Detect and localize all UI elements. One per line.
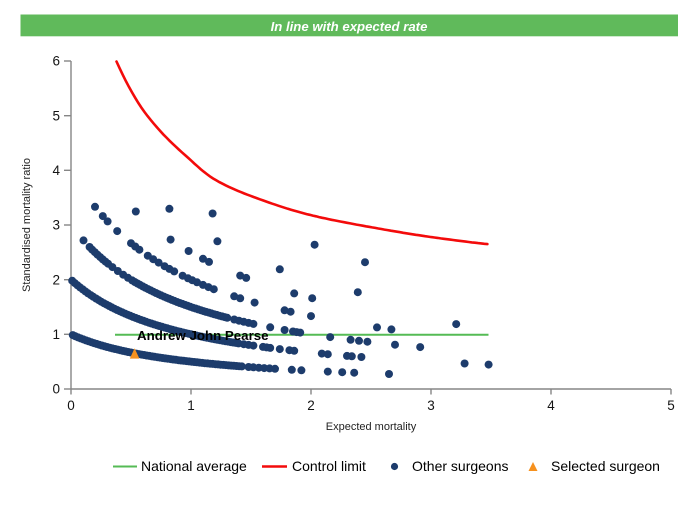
svg-text:4: 4 [547, 398, 555, 413]
svg-text:Andrew John Pearse: Andrew John Pearse [137, 328, 269, 343]
svg-text:Other surgeons: Other surgeons [412, 458, 509, 474]
svg-text:1: 1 [187, 398, 195, 413]
svg-text:Control limit: Control limit [292, 458, 366, 474]
svg-text:5: 5 [52, 108, 60, 123]
svg-text:3: 3 [427, 398, 435, 413]
svg-text:6: 6 [52, 54, 60, 69]
svg-text:5: 5 [667, 398, 675, 413]
svg-text:0: 0 [52, 382, 60, 397]
svg-text:In line with expected rate: In line with expected rate [271, 19, 428, 34]
svg-text:1: 1 [52, 327, 60, 342]
svg-text:Standardised mortality ratio: Standardised mortality ratio [21, 158, 33, 292]
svg-text:3: 3 [52, 218, 60, 233]
svg-text:0: 0 [67, 398, 75, 413]
svg-text:2: 2 [52, 272, 60, 287]
svg-text:Selected surgeon: Selected surgeon [551, 458, 660, 474]
svg-text:4: 4 [52, 163, 60, 178]
svg-text:2: 2 [307, 398, 315, 413]
svg-text:National average: National average [141, 458, 247, 474]
svg-text:Expected mortality: Expected mortality [326, 421, 417, 433]
